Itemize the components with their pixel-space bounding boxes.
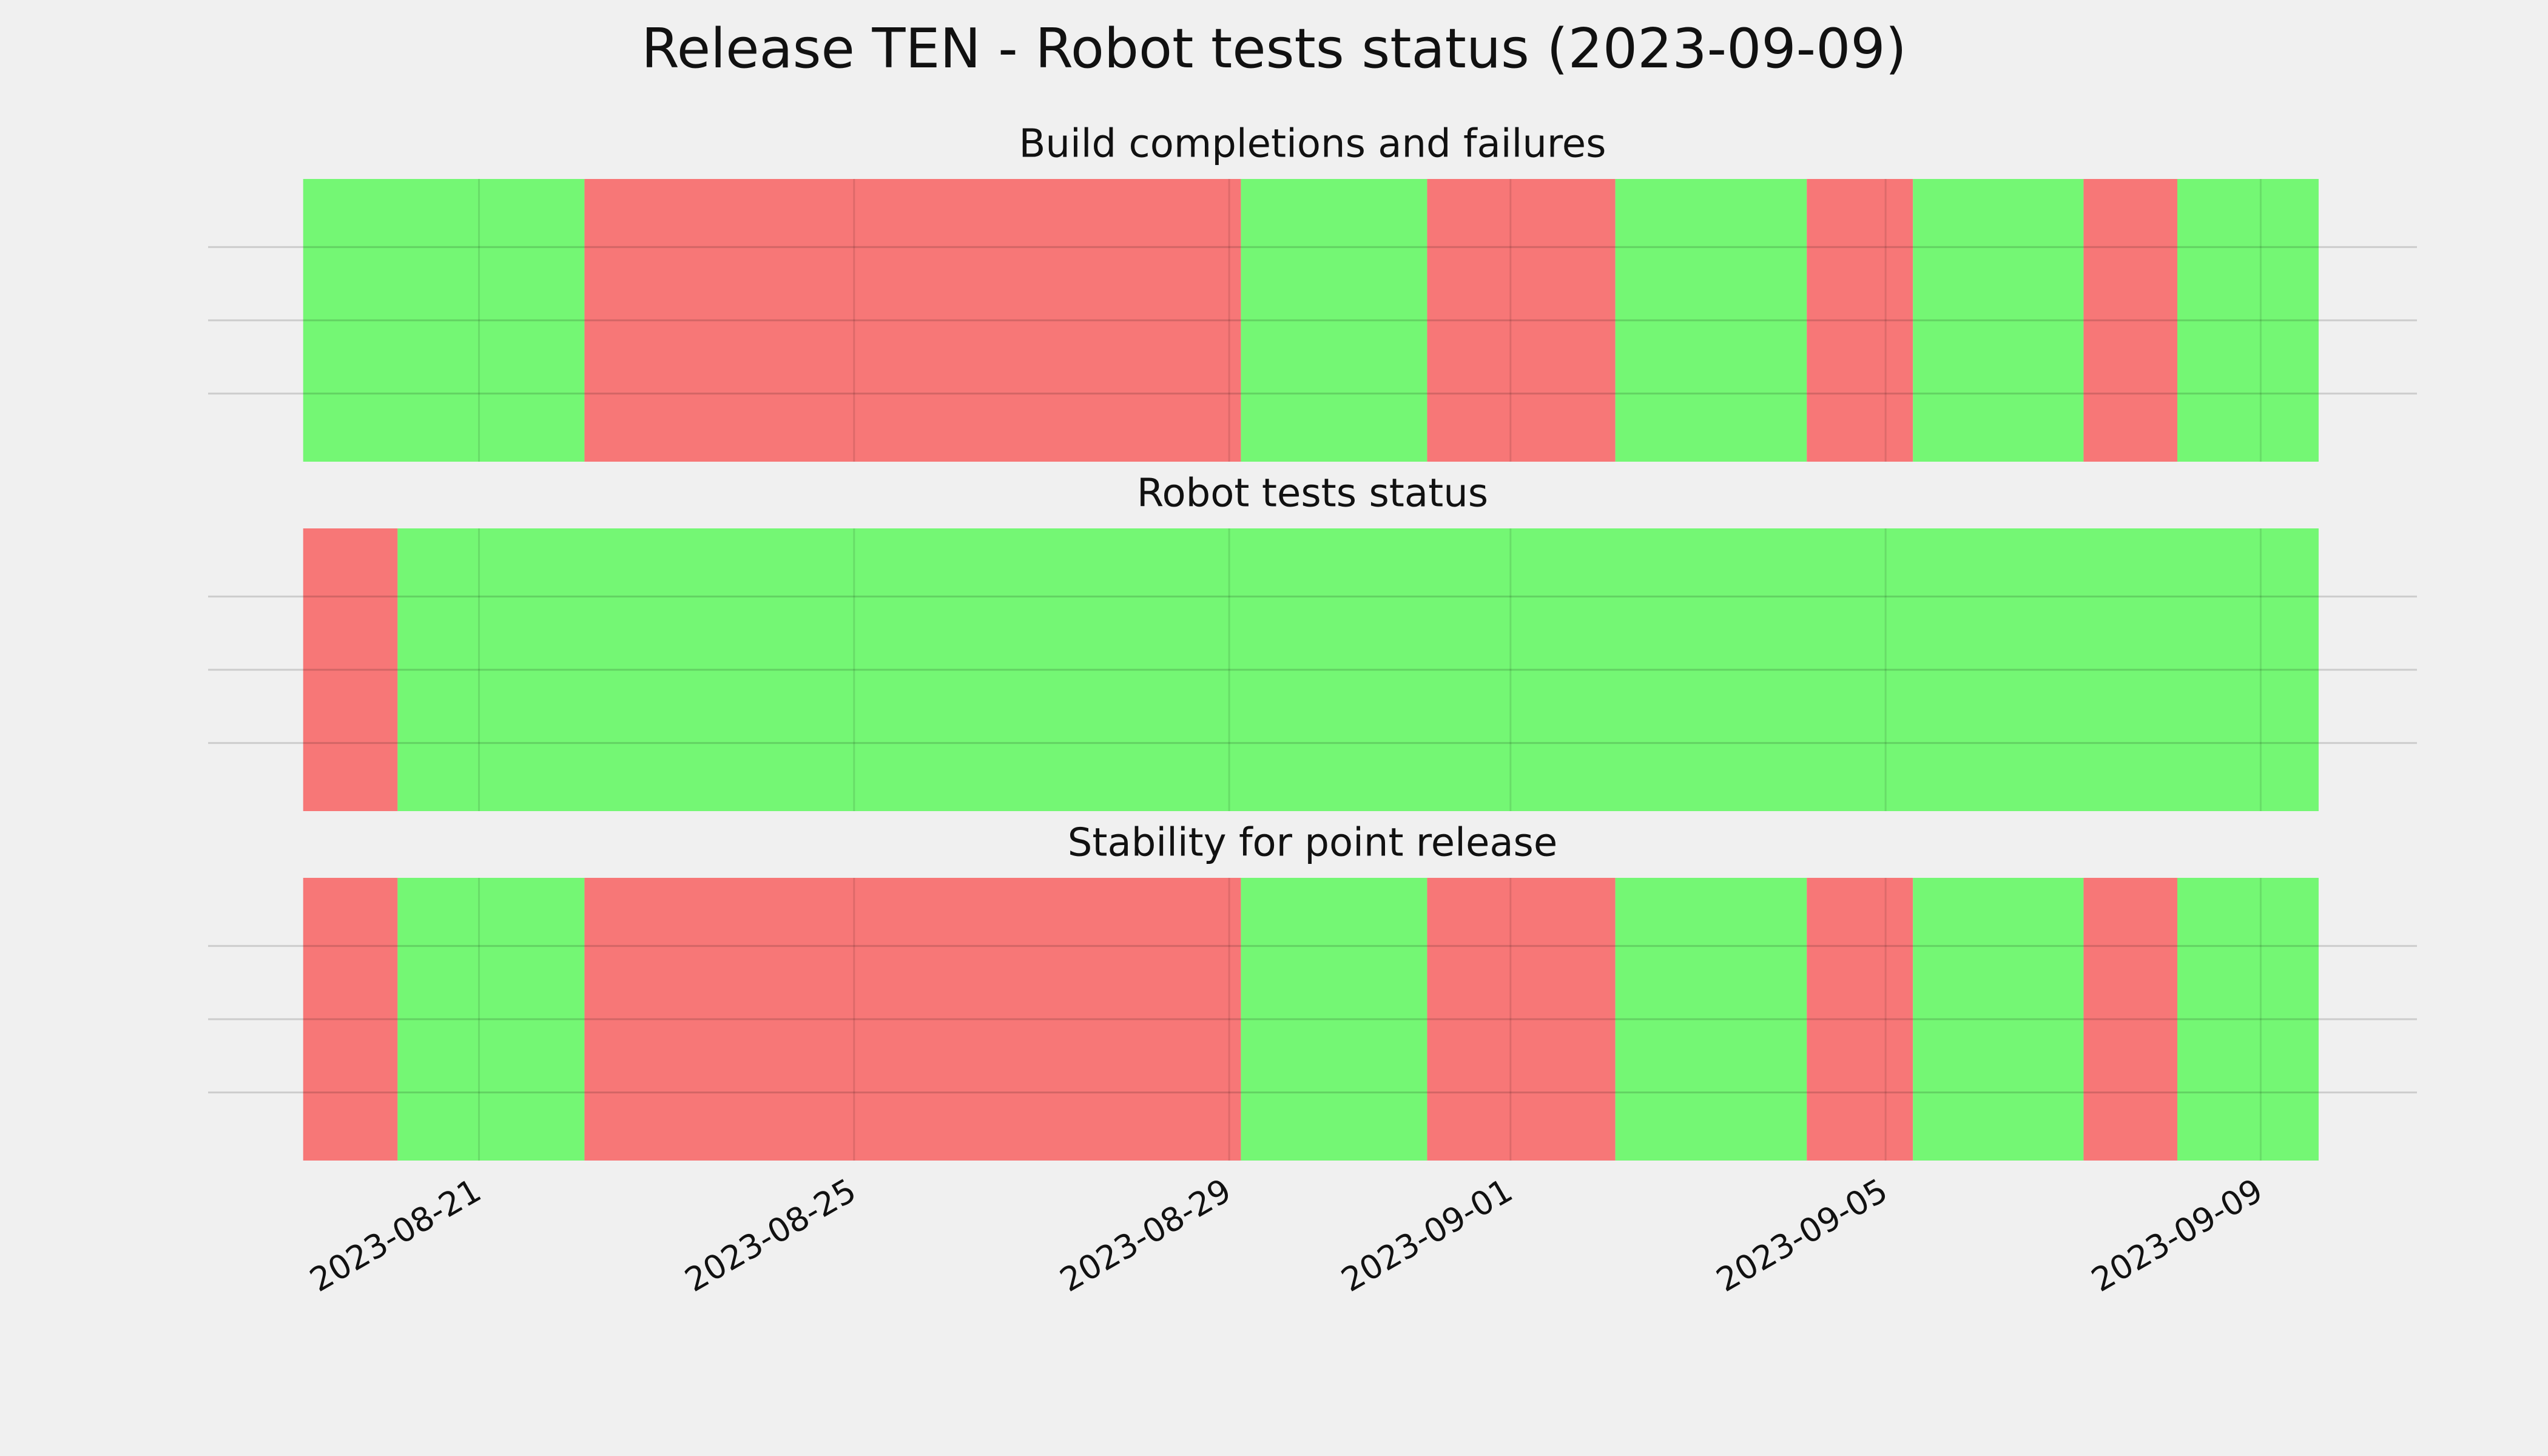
status-segment <box>2083 179 2177 462</box>
status-segment <box>1427 179 1616 462</box>
status-segment <box>397 528 2319 811</box>
status-segment <box>1241 878 1427 1161</box>
panel-title: Robot tests status <box>1137 471 1488 516</box>
status-segment <box>2177 878 2319 1161</box>
panel-title: Build completions and failures <box>1019 122 1606 167</box>
status-segment <box>1615 878 1807 1161</box>
status-segment <box>397 878 585 1161</box>
status-segment <box>303 179 585 462</box>
status-segment <box>584 179 1241 462</box>
status-segment <box>1913 179 2084 462</box>
panel-title: Stability for point release <box>1068 821 1558 866</box>
status-segment <box>1615 179 1807 462</box>
figure-title: Release TEN - Robot tests status (2023-0… <box>641 17 1907 81</box>
status-segment <box>1807 878 1913 1161</box>
status-segment <box>2177 179 2319 462</box>
status-segment <box>1807 179 1913 462</box>
status-segment <box>584 878 1241 1161</box>
status-segment <box>303 878 398 1161</box>
status-segment <box>1427 878 1616 1161</box>
status-segment <box>1913 878 2084 1161</box>
status-segment <box>2083 878 2177 1161</box>
status-segment <box>303 528 398 811</box>
status-segment <box>1241 179 1427 462</box>
